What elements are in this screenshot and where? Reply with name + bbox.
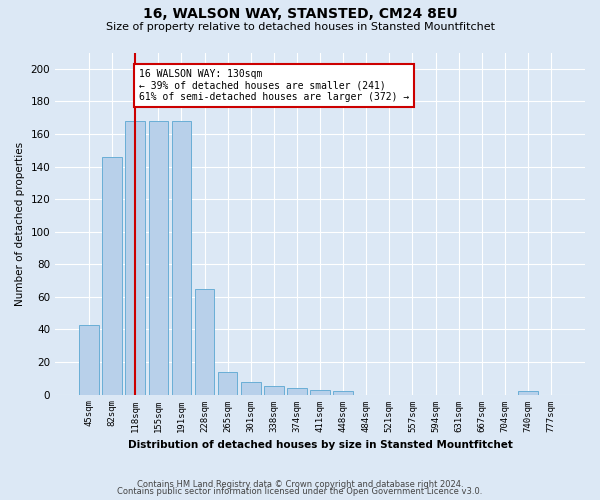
Bar	[125, 121, 145, 394]
Bar	[287, 388, 307, 394]
Text: Contains public sector information licensed under the Open Government Licence v3: Contains public sector information licen…	[118, 488, 482, 496]
Y-axis label: Number of detached properties: Number of detached properties	[15, 142, 25, 306]
Text: 16, WALSON WAY, STANSTED, CM24 8EU: 16, WALSON WAY, STANSTED, CM24 8EU	[143, 8, 457, 22]
Text: Contains HM Land Registry data © Crown copyright and database right 2024.: Contains HM Land Registry data © Crown c…	[137, 480, 463, 489]
Bar	[103, 156, 122, 394]
Bar	[334, 392, 353, 394]
Bar	[218, 372, 238, 394]
Bar	[241, 382, 260, 394]
Bar	[172, 121, 191, 394]
Bar	[264, 386, 284, 394]
Bar	[518, 392, 538, 394]
X-axis label: Distribution of detached houses by size in Stansted Mountfitchet: Distribution of detached houses by size …	[128, 440, 512, 450]
Bar	[195, 288, 214, 395]
Bar	[310, 390, 330, 394]
Bar	[149, 121, 168, 394]
Text: 16 WALSON WAY: 130sqm
← 39% of detached houses are smaller (241)
61% of semi-det: 16 WALSON WAY: 130sqm ← 39% of detached …	[139, 69, 409, 102]
Bar	[79, 324, 99, 394]
Text: Size of property relative to detached houses in Stansted Mountfitchet: Size of property relative to detached ho…	[106, 22, 494, 32]
